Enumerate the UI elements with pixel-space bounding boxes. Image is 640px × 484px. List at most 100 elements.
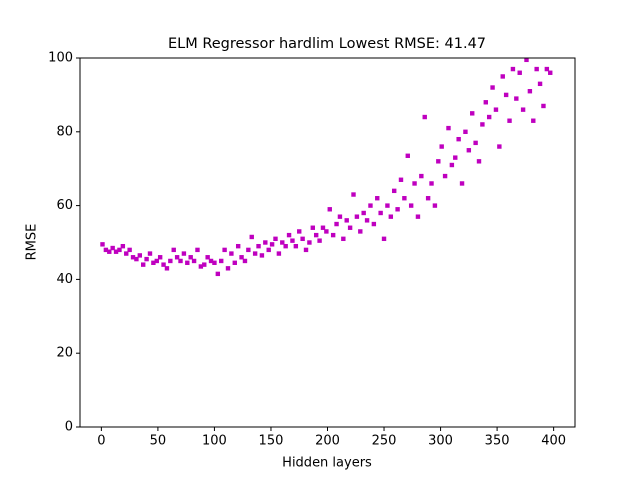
point — [141, 262, 146, 267]
point — [117, 247, 122, 253]
point — [249, 234, 254, 240]
point — [263, 240, 268, 245]
point — [124, 251, 129, 256]
point — [191, 258, 197, 264]
point — [256, 243, 261, 249]
point — [273, 236, 278, 242]
y-axis-label: RMSE — [25, 224, 40, 261]
point — [415, 214, 421, 219]
point — [425, 196, 431, 201]
point — [354, 214, 360, 219]
point — [344, 218, 349, 223]
point — [517, 70, 522, 75]
point — [269, 242, 275, 247]
point — [100, 242, 105, 247]
point — [266, 247, 271, 253]
point — [144, 256, 149, 262]
point — [113, 249, 119, 254]
point — [544, 66, 550, 72]
point — [222, 247, 227, 253]
point — [174, 255, 180, 260]
point — [157, 255, 163, 260]
point — [459, 181, 465, 186]
point — [347, 225, 353, 230]
chart-title: ELM Regressor hardlim Lowest RMSE: 41.47 — [168, 36, 486, 52]
point — [229, 251, 234, 256]
point — [466, 148, 472, 153]
point — [470, 111, 475, 116]
point — [252, 251, 258, 256]
point — [185, 260, 190, 265]
point — [456, 136, 461, 142]
point — [300, 236, 305, 242]
point — [181, 251, 187, 256]
x-tick-label: 350 — [485, 434, 510, 449]
x-tick-label: 200 — [315, 434, 340, 449]
point — [408, 203, 414, 208]
point — [388, 214, 394, 219]
point — [330, 232, 336, 238]
point — [395, 207, 400, 212]
point — [473, 140, 478, 146]
point — [188, 255, 193, 260]
x-tick-label: 100 — [202, 434, 227, 449]
point — [219, 258, 224, 264]
point — [103, 247, 109, 253]
point — [290, 238, 295, 243]
point — [327, 207, 332, 212]
point — [436, 159, 441, 164]
point — [198, 264, 204, 269]
point — [259, 253, 265, 258]
point — [208, 258, 214, 264]
point — [507, 118, 512, 123]
point — [422, 114, 427, 120]
point — [337, 214, 343, 219]
point — [500, 74, 505, 79]
point — [134, 256, 139, 262]
point — [375, 196, 380, 201]
point — [154, 258, 159, 264]
point — [242, 258, 248, 264]
point — [120, 243, 126, 249]
x-tick-label: 400 — [541, 434, 566, 449]
point — [178, 258, 183, 264]
point — [514, 96, 519, 101]
point — [446, 125, 451, 131]
point — [493, 107, 499, 112]
point — [161, 262, 166, 267]
point — [534, 66, 539, 72]
point — [476, 159, 482, 164]
point — [171, 247, 176, 253]
point — [232, 260, 237, 265]
point — [537, 81, 543, 87]
point — [202, 262, 207, 267]
point — [341, 236, 346, 242]
point — [439, 144, 444, 149]
y-tick-label: 60 — [56, 198, 73, 213]
point — [225, 266, 231, 271]
point — [297, 229, 302, 234]
point — [215, 271, 221, 277]
point — [246, 247, 251, 253]
point — [110, 245, 115, 251]
point — [497, 144, 502, 149]
point — [385, 203, 390, 208]
point — [453, 155, 458, 160]
point — [378, 210, 383, 216]
point — [293, 243, 299, 249]
point — [147, 251, 153, 256]
point — [442, 173, 448, 179]
point — [303, 247, 309, 253]
point — [351, 192, 356, 197]
point — [310, 225, 316, 230]
point — [324, 229, 329, 234]
point — [412, 181, 417, 186]
point — [392, 188, 397, 194]
point — [235, 243, 241, 249]
point — [541, 103, 546, 109]
point — [205, 255, 210, 260]
point — [364, 218, 370, 223]
point — [307, 240, 312, 245]
point — [276, 251, 282, 256]
point — [286, 232, 292, 238]
